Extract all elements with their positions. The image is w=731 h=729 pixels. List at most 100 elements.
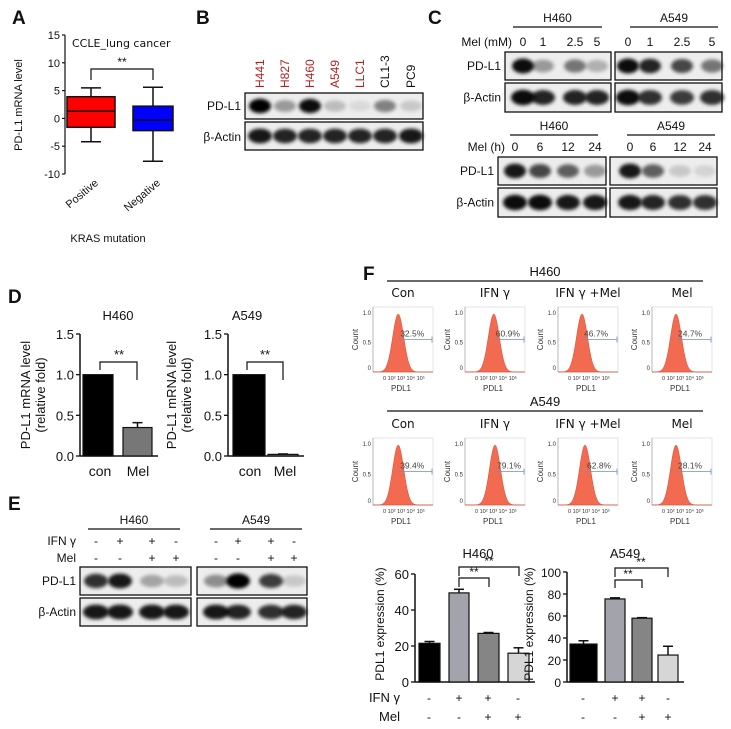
blot-band xyxy=(563,90,587,105)
gate-percent: 62.8% xyxy=(587,461,612,471)
ifn-sign: - xyxy=(581,691,585,705)
significance-label: ** xyxy=(117,55,127,69)
blot-band xyxy=(693,195,717,210)
hist-y-tick: 1.0 xyxy=(363,442,372,448)
blot-band xyxy=(700,90,724,105)
condition-label: Con xyxy=(391,286,414,300)
hist-x-ticks: 0 10² 10³ 10⁴ 10⁵ xyxy=(568,508,610,515)
blot-band xyxy=(399,128,423,144)
hist-y-tick: 1.0 xyxy=(455,311,464,317)
chart-title: H460 xyxy=(462,546,493,561)
condition-label: IFN γ xyxy=(480,417,510,431)
blot-band xyxy=(529,164,551,178)
lane-label: 12 xyxy=(561,140,575,154)
y-tick-label: 60 xyxy=(395,567,409,582)
histogram-peak xyxy=(557,444,618,506)
hist-y-tick: 0.5 xyxy=(548,473,557,479)
mel-sign: + xyxy=(664,710,671,724)
bar-0 xyxy=(418,642,441,683)
bar-0 xyxy=(569,643,598,683)
blot-band xyxy=(281,604,307,620)
ifn-sign: - xyxy=(214,534,218,548)
row-label-pdl1: PD-L1 xyxy=(42,574,76,588)
ifn-sign: + xyxy=(148,534,155,548)
gate-percent: 79.1% xyxy=(497,461,522,471)
panel-label-F: F xyxy=(363,264,375,285)
hist-y-tick: 0 xyxy=(647,366,651,372)
y-tick-label: 100 xyxy=(541,566,561,580)
blot-band xyxy=(400,100,422,112)
significance-bracket xyxy=(458,577,490,587)
hist-y-tick: 0 xyxy=(460,366,464,372)
blot-band xyxy=(204,574,228,588)
blot-band xyxy=(259,573,283,589)
lane-label: 2.5 xyxy=(567,35,584,49)
blot-band xyxy=(528,194,552,211)
cell-line-header: H460 xyxy=(120,513,149,527)
significance-label: ** xyxy=(484,554,494,568)
gate-percent: 46.7% xyxy=(584,329,609,339)
gate-percent: 24.7% xyxy=(678,329,703,339)
y-axis-label: PD-L1 mRNA level xyxy=(18,341,33,449)
hist-x-label: PDL1 xyxy=(483,384,504,393)
mel-sign: - xyxy=(427,710,431,724)
hist-y-label: Count xyxy=(351,460,360,482)
hist-y-label: Count xyxy=(443,328,452,350)
hist-x-label: PDL1 xyxy=(670,517,691,526)
blot-band xyxy=(618,194,642,211)
significance-bracket xyxy=(99,361,138,380)
blot-band xyxy=(503,194,527,211)
lane-label: 6 xyxy=(650,140,657,154)
hist-x-label: PDL1 xyxy=(483,517,504,526)
y-axis-label-2: (relative fold) xyxy=(179,357,194,432)
row-label-pdl1: PD-L1 xyxy=(467,59,501,73)
y-tick-label: 0.0 xyxy=(204,449,222,464)
y-tick-label: 0.5 xyxy=(204,408,222,423)
bar-1 xyxy=(267,453,299,457)
blot-band xyxy=(671,59,693,73)
y-axis-label: PDL1 expression (%) xyxy=(373,567,387,680)
hist-y-tick: 0.5 xyxy=(455,341,464,347)
x-tick-label: Mel xyxy=(274,463,297,479)
lane-label: H827 xyxy=(278,59,292,88)
hist-x-ticks: 0 10² 10³ 10⁴ 10⁵ xyxy=(568,375,610,382)
histogram-peak xyxy=(372,444,433,506)
blot-band xyxy=(584,164,606,178)
condition-label: Mel xyxy=(671,417,692,431)
hist-y-tick: 0.5 xyxy=(642,473,651,479)
cell-line-header: A549 xyxy=(242,513,270,527)
hist-y-tick: 1.0 xyxy=(455,442,464,448)
ifn-sign: - xyxy=(292,534,296,548)
blot-band xyxy=(203,604,229,620)
blot-band xyxy=(324,100,346,112)
hist-x-ticks: 0 10² 10³ 10⁴ 10⁵ xyxy=(383,508,425,515)
blot-band xyxy=(274,100,296,112)
blot-band xyxy=(504,163,526,179)
bar-2 xyxy=(477,632,500,683)
significance-bracket xyxy=(614,579,643,588)
treatment-label: Mel (h) xyxy=(468,140,505,154)
flow-group-header: A549 xyxy=(530,394,560,409)
hist-y-tick: 0 xyxy=(647,499,651,505)
hist-y-tick: 0.5 xyxy=(363,341,372,347)
gate-percent: 28.1% xyxy=(678,461,703,471)
hist-y-tick: 0 xyxy=(553,366,557,372)
y-tick-label: 0 xyxy=(554,676,561,690)
gate-percent: 32.5% xyxy=(400,329,425,339)
significance-label: ** xyxy=(260,347,270,362)
blot-band xyxy=(348,128,372,144)
significance-label: ** xyxy=(623,567,633,581)
row-label-actin: β-Actin xyxy=(456,196,494,210)
blot-band xyxy=(585,90,609,105)
mel-sign: + xyxy=(484,710,491,724)
lane-label: 1 xyxy=(647,35,654,49)
panel-label-B: B xyxy=(196,8,210,29)
blot-band xyxy=(669,165,691,177)
chart-title: A549 xyxy=(232,308,262,323)
ifn-sign: + xyxy=(234,534,241,548)
blot-band xyxy=(531,90,555,105)
significance-bracket xyxy=(614,567,669,577)
blot-band xyxy=(373,128,397,144)
significance-label: ** xyxy=(636,555,646,569)
y-tick-label: 60 xyxy=(548,610,562,624)
